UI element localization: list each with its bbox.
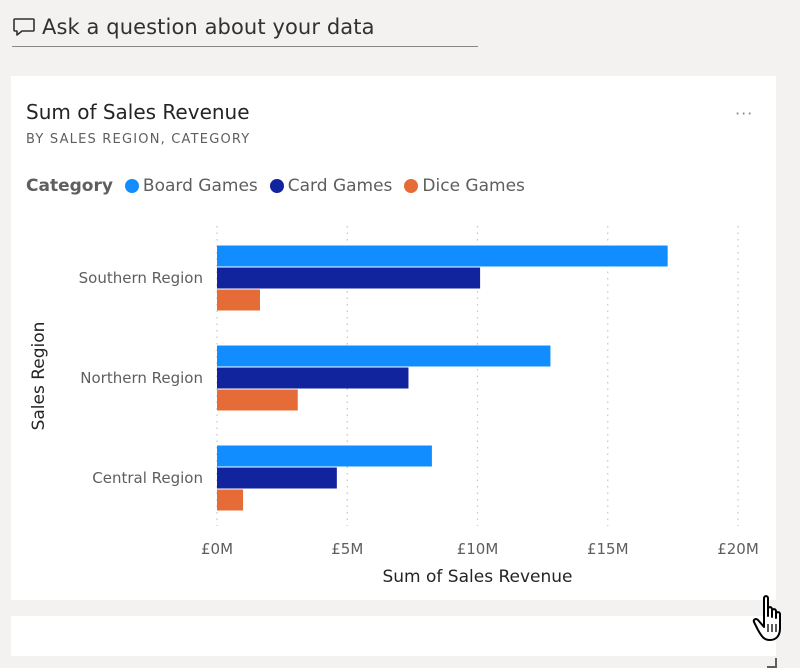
x-tick-label: £20M xyxy=(717,540,759,558)
x-tick-label: £10M xyxy=(457,540,499,558)
resize-handle[interactable] xyxy=(767,658,777,668)
chart-card[interactable]: Sum of Sales Revenue BY SALES REGION, CA… xyxy=(11,76,777,668)
more-options-button[interactable]: ··· xyxy=(735,104,754,123)
legend-label-board-games: Board Games xyxy=(142,176,258,196)
legend: Category Board Games Card Games Dice Gam… xyxy=(26,176,537,196)
legend-item-dice-games[interactable]: Dice Games xyxy=(404,176,525,196)
x-axis-title: Sum of Sales Revenue xyxy=(382,567,572,587)
speech-bubble-icon xyxy=(13,18,35,36)
x-tick-label: £5M xyxy=(331,540,363,558)
legend-item-board-games[interactable]: Board Games xyxy=(124,176,258,196)
bar-central-region-dice-games xyxy=(217,489,244,511)
x-tick-label: £15M xyxy=(587,540,629,558)
qa-placeholder-text[interactable]: Ask a question about your data xyxy=(42,15,375,39)
legend-item-card-games[interactable]: Card Games xyxy=(269,176,393,196)
legend-dot-dice-games xyxy=(404,179,419,193)
bar-northern-region-board-games xyxy=(217,345,551,367)
chart-subtitle: BY SALES REGION, CATEGORY xyxy=(26,132,251,147)
bar-central-region-card-games xyxy=(217,467,337,489)
legend-dot-board-games xyxy=(124,179,139,193)
bar-chart: £0M £5M £10M £15M £20M Southern Region Norther… xyxy=(29,226,759,587)
bar-southern-region-dice-games xyxy=(217,289,260,311)
legend-label-dice-games: Dice Games xyxy=(422,176,525,196)
y-category-label: Central Region xyxy=(92,469,203,487)
chart-title: Sum of Sales Revenue xyxy=(26,100,250,124)
hand-pointer-icon xyxy=(752,595,781,641)
bar-southern-region-board-games xyxy=(217,245,668,267)
bar-northern-region-card-games xyxy=(217,367,409,389)
bar-southern-region-card-games xyxy=(217,267,481,289)
y-axis-title: Sales Region xyxy=(29,322,49,431)
next-card xyxy=(11,616,776,656)
legend-title: Category xyxy=(26,176,113,196)
qa-search-bar[interactable]: Ask a question about your data xyxy=(12,8,478,47)
y-category-label: Southern Region xyxy=(79,269,203,287)
legend-dot-card-games xyxy=(269,179,284,193)
y-category-label: Northern Region xyxy=(80,369,203,387)
bar-northern-region-dice-games xyxy=(217,389,298,411)
legend-label-card-games: Card Games xyxy=(287,176,393,196)
x-tick-label: £0M xyxy=(201,540,233,558)
bar-central-region-board-games xyxy=(217,445,432,467)
